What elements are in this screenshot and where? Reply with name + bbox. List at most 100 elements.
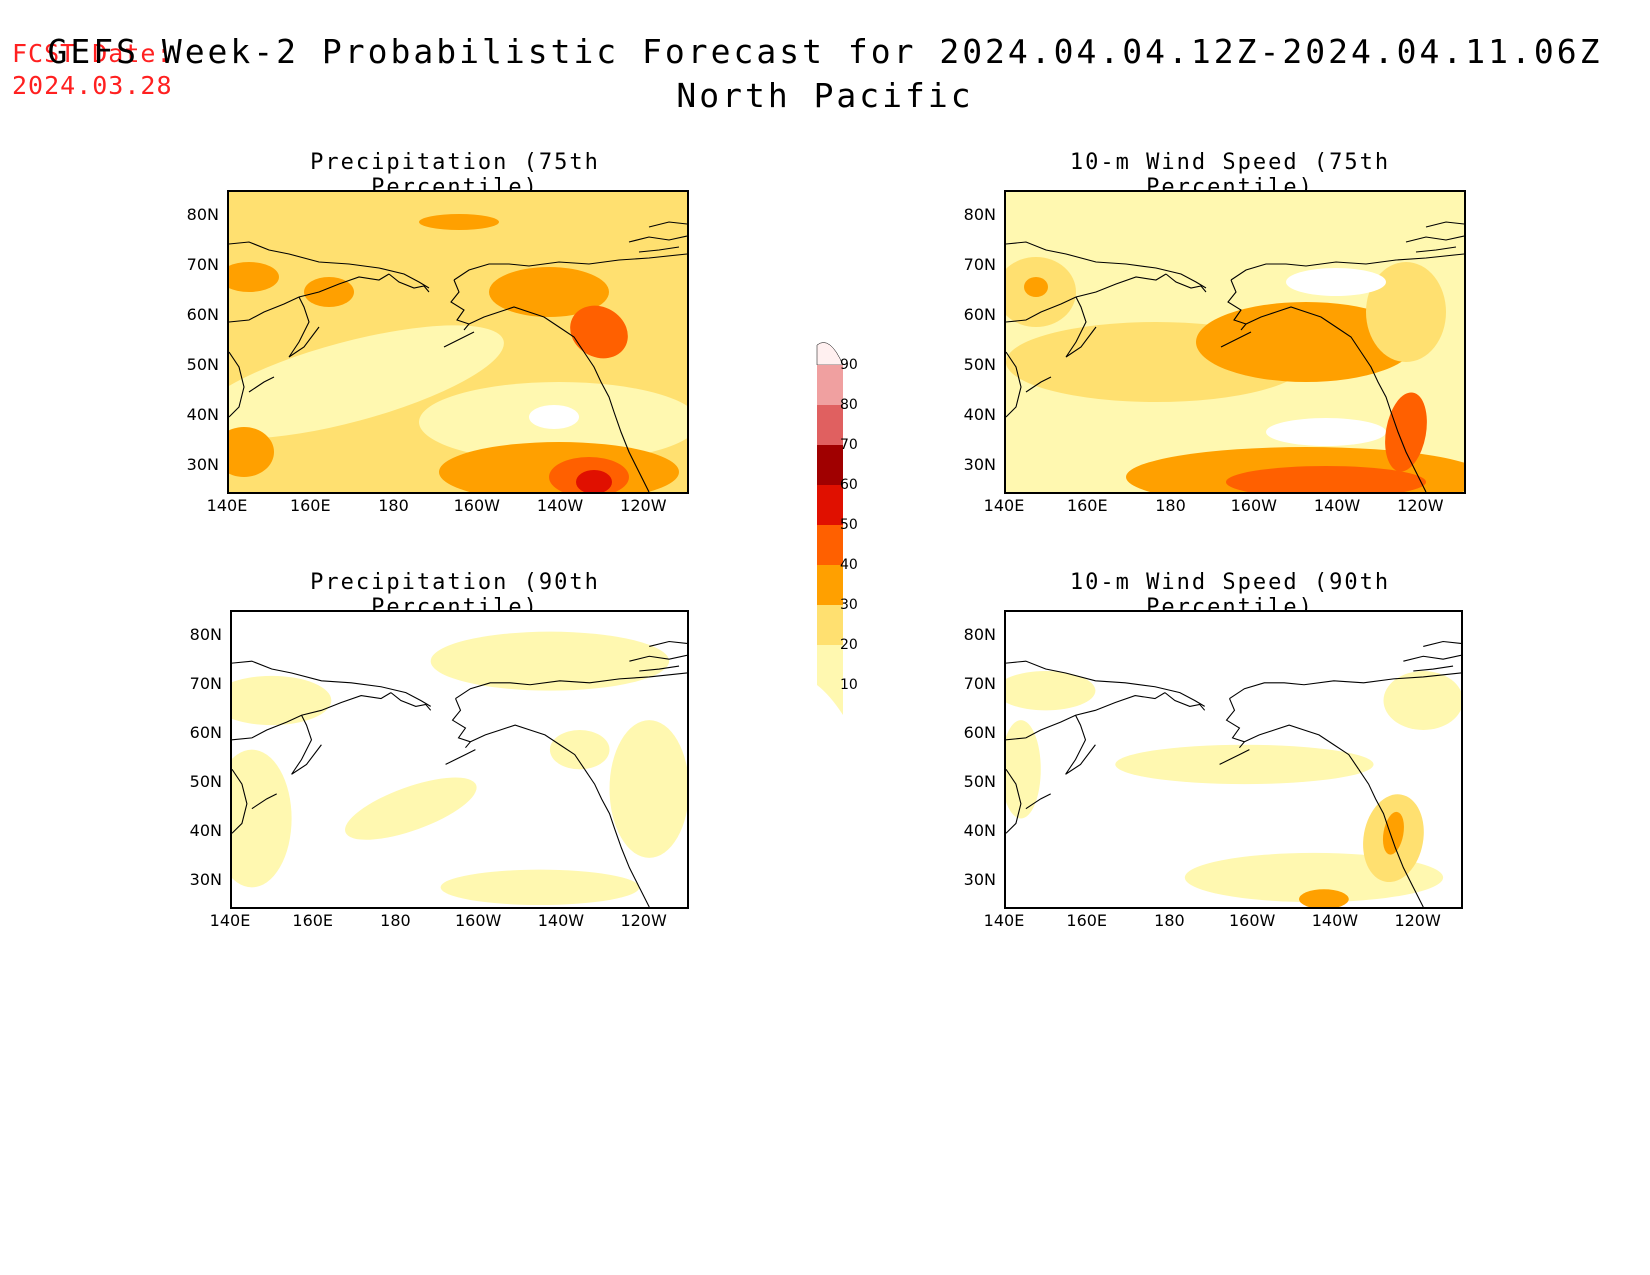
coastline-segment bbox=[1413, 665, 1454, 672]
lat-label: 30N bbox=[189, 870, 222, 890]
lat-label: 30N bbox=[963, 870, 996, 890]
lon-label: 140E bbox=[983, 911, 1025, 930]
colorbar-label: 10 bbox=[840, 677, 858, 693]
map-graphic bbox=[232, 612, 687, 907]
coastline-segment bbox=[229, 241, 430, 289]
colorbar-segment bbox=[817, 565, 843, 605]
coastline-segment bbox=[1423, 640, 1461, 647]
lat-label: 80N bbox=[963, 624, 996, 644]
title-line-2: North Pacific bbox=[676, 76, 974, 115]
map-wind-75 bbox=[1004, 190, 1466, 494]
coastline-segment bbox=[232, 692, 392, 741]
lon-label: 160W bbox=[1228, 911, 1276, 930]
contour-region bbox=[1366, 262, 1446, 362]
contour-region bbox=[549, 730, 610, 770]
lat-label: 70N bbox=[189, 673, 222, 693]
coastline-segment bbox=[1425, 221, 1464, 228]
lat-label: 40N bbox=[186, 405, 219, 424]
lon-label: 140W bbox=[536, 496, 584, 515]
lat-label: 40N bbox=[963, 821, 996, 841]
contour-region bbox=[1266, 418, 1386, 446]
coastline bbox=[229, 221, 687, 492]
lat-label: 80N bbox=[189, 624, 222, 644]
contour-region bbox=[570, 305, 628, 359]
forecast-date-label: FCST Date: bbox=[12, 39, 173, 68]
contour-region bbox=[1226, 466, 1426, 492]
map-graphic bbox=[1006, 612, 1461, 907]
colorbar-segment bbox=[817, 445, 843, 485]
contour-region bbox=[1299, 889, 1349, 907]
colorbar-bottom-cap bbox=[817, 685, 843, 715]
colorbar-segment bbox=[817, 485, 843, 525]
coastline-segment bbox=[291, 715, 322, 775]
colorbar-segment bbox=[817, 645, 843, 685]
lat-label: 70N bbox=[186, 255, 219, 274]
coastline-segment bbox=[1405, 235, 1464, 243]
colorbar-segment bbox=[817, 405, 843, 445]
map-wind-90 bbox=[1004, 610, 1463, 909]
contour-region bbox=[1024, 277, 1048, 297]
coastline-segment bbox=[1245, 306, 1362, 353]
coastline-segment bbox=[1229, 672, 1461, 699]
forecast-date: FCST Date: 2024.03.28 bbox=[12, 38, 173, 102]
coastline-segment bbox=[1006, 660, 1205, 707]
coastline-segment bbox=[638, 246, 680, 253]
lat-label: 50N bbox=[963, 772, 996, 792]
coastline-segment bbox=[445, 749, 476, 765]
coastline-segment bbox=[229, 273, 390, 323]
coastline-segment bbox=[649, 640, 687, 647]
contour-region bbox=[1006, 720, 1041, 819]
colorbar bbox=[815, 335, 845, 749]
lat-label: 50N bbox=[186, 355, 219, 374]
coastline-segment bbox=[1006, 769, 1022, 834]
colorbar-top-cap bbox=[816, 342, 844, 366]
coastline-segment bbox=[1164, 692, 1206, 711]
coastline-segment bbox=[1358, 769, 1424, 907]
coastline-segment bbox=[1360, 351, 1427, 492]
coastline-segment bbox=[1006, 351, 1022, 418]
contour-region bbox=[1115, 744, 1374, 785]
lon-label: 120W bbox=[620, 496, 667, 515]
contour-region bbox=[229, 427, 274, 477]
contour-region bbox=[489, 267, 609, 317]
contour-region bbox=[430, 631, 670, 691]
lon-label: 160E bbox=[289, 496, 331, 515]
coastline-segment bbox=[288, 296, 320, 358]
colorbar-label: 40 bbox=[840, 557, 858, 573]
lon-label: 140W bbox=[537, 911, 585, 930]
contour-region bbox=[1006, 671, 1096, 711]
lon-label: 180 bbox=[378, 496, 409, 515]
map-graphic bbox=[229, 192, 687, 492]
colorbar-label: 60 bbox=[840, 477, 858, 493]
coastline-segment bbox=[629, 654, 687, 662]
lat-label: 70N bbox=[963, 673, 996, 693]
contour-region bbox=[304, 277, 354, 307]
coastline-segment bbox=[1065, 296, 1097, 358]
lon-label: 140W bbox=[1313, 496, 1361, 515]
contour-region bbox=[345, 777, 477, 840]
coastline-segment bbox=[1244, 724, 1360, 770]
coastline-segment bbox=[584, 769, 650, 907]
lon-label: 180 bbox=[380, 911, 411, 930]
coastline-segment bbox=[1065, 715, 1096, 775]
lon-label: 160E bbox=[1066, 496, 1108, 515]
contour-region bbox=[229, 325, 504, 439]
coastline-segment bbox=[443, 331, 475, 348]
coastline-segment bbox=[1006, 273, 1167, 323]
colorbar-label: 90 bbox=[840, 357, 858, 373]
colorbar-segment bbox=[817, 365, 843, 405]
coastline-segment bbox=[1403, 654, 1461, 662]
coastline-segment bbox=[229, 351, 245, 418]
contour-region bbox=[576, 470, 612, 492]
lat-label: 50N bbox=[189, 772, 222, 792]
contour-region bbox=[1385, 392, 1427, 472]
coastline-segment bbox=[1415, 246, 1457, 253]
coastline-segment bbox=[583, 351, 650, 492]
lon-label: 160W bbox=[454, 911, 502, 930]
map-precip-90 bbox=[230, 610, 689, 909]
coastline-segment bbox=[1230, 253, 1464, 281]
lon-label: 120W bbox=[1394, 911, 1441, 930]
lon-label: 160W bbox=[1230, 496, 1277, 515]
coastline-segment bbox=[1025, 793, 1051, 810]
coastline-segment bbox=[388, 273, 430, 293]
